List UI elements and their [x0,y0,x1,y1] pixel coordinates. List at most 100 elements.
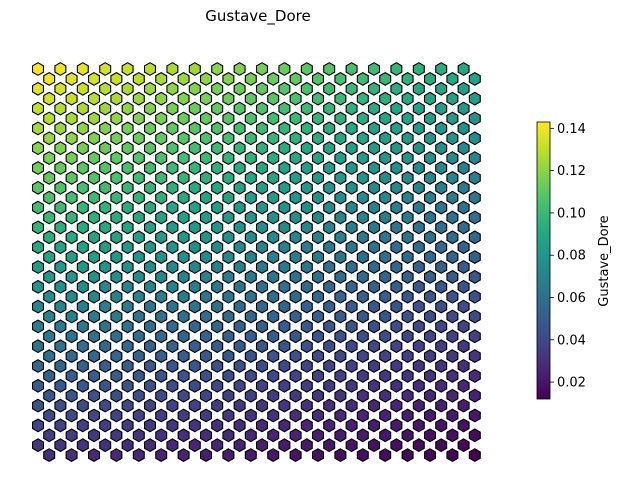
hex-cell [177,230,190,245]
hex-cell [323,121,336,136]
hex-cell [412,398,425,413]
hex-cell [155,388,168,403]
hex-cell [76,121,89,136]
hex-cell [367,62,381,76]
hex-cell [43,151,56,166]
hex-cell [211,418,224,433]
hex-cell [412,438,425,453]
hex-cell [334,91,347,106]
colorbar-label: Gustave_Dore [597,215,612,306]
hex-cell [311,289,325,304]
hex-cell [356,111,369,126]
hex-cell [65,448,78,463]
hex-cell [54,161,67,175]
hex-cell [457,240,470,255]
hex-cell [311,250,325,265]
hex-cell [177,428,190,443]
hex-cell [379,170,392,185]
hex-cell [311,91,325,106]
hex-cell [311,210,325,225]
hex-cell [155,230,168,245]
hex-cell [87,151,101,166]
hex-cell [435,260,448,274]
hex-cell [87,190,101,205]
hex-cell [446,210,459,225]
hex-cell [356,190,369,205]
hex-cell [311,190,325,205]
hex-cell [43,349,56,364]
hex-cell [244,428,257,443]
hex-cell [435,359,448,373]
hex-cell [76,81,89,96]
hex-cell [87,388,101,403]
hex-cell [132,448,145,463]
hex-cell [155,269,168,284]
hex-cell [345,240,358,255]
hex-cell [334,131,347,146]
hex-cell [233,279,246,294]
hex-cell [43,368,56,383]
hex-cell [457,121,470,136]
hex-cell [356,230,369,245]
hex-cell [31,220,45,235]
hex-cell [255,359,269,373]
hex-cell [401,269,414,284]
hex-cell [143,359,157,373]
hex-cell [211,101,224,116]
hex-cell [334,170,347,185]
hex-cell [199,71,213,86]
hex-cell [244,71,257,86]
hex-cell [367,378,381,393]
hex-cell [155,170,168,185]
hex-cell [423,329,437,344]
hex-cell [177,250,190,265]
hex-cell [54,359,67,373]
hex-cell [211,180,224,195]
hex-cell [110,368,123,383]
hex-cell [166,299,179,314]
hex-cell [289,388,302,403]
hex-cell [300,101,313,116]
hex-cell [222,329,235,344]
hex-cell [121,319,134,334]
hex-cell [65,131,78,146]
hex-cell [132,388,145,403]
hex-cell [345,378,358,393]
hex-cell [468,388,481,403]
hex-cell [143,81,157,96]
hex-cell [379,428,392,443]
hex-cell [143,339,157,354]
hex-cell [323,200,336,215]
hex-cell [222,250,235,265]
hex-cell [468,269,481,284]
hex-cell [143,279,157,294]
hex-cell [267,190,280,205]
hex-cell [345,81,358,96]
hex-cell [222,428,235,443]
hex-cell [121,220,134,235]
hex-cell [379,329,392,344]
hex-cell [289,269,302,284]
hex-cell [76,418,89,433]
hex-cell [233,240,246,255]
hex-cell [155,190,168,205]
hex-cell [446,349,459,364]
colorbar-gradient [536,121,551,400]
hex-cell [446,408,459,423]
hex-cell [435,101,448,116]
hex-cell [244,408,257,423]
hex-cell [244,349,257,364]
hex-cell [54,180,67,195]
hex-cell [188,319,201,334]
hex-cell [457,398,470,413]
hex-cell [356,91,369,106]
hex-cell [222,230,235,245]
hex-cell [65,309,78,324]
hex-cell [289,408,302,423]
hex-cell [379,111,392,126]
hex-cell [31,62,45,76]
hex-cell [188,161,201,175]
hex-cell [65,368,78,383]
hex-cell [121,260,134,274]
hex-cell [468,289,481,304]
